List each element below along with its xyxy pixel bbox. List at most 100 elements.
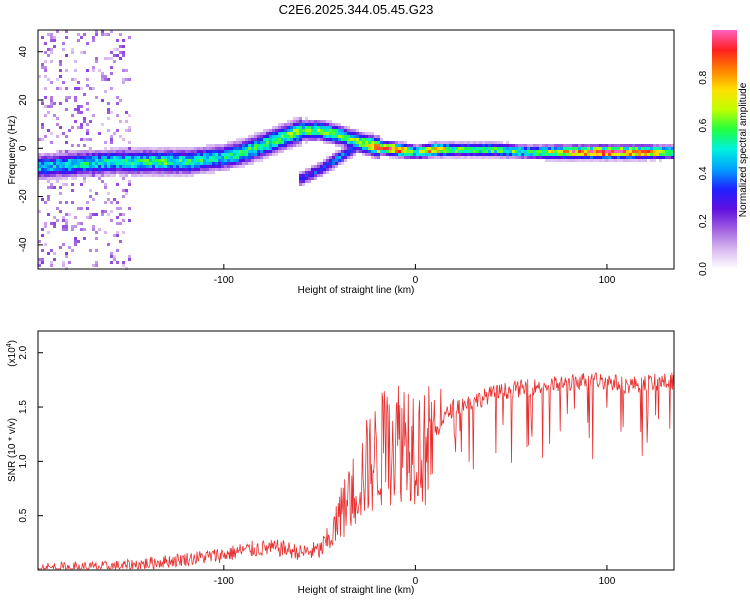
spectrogram-y-tick-label: 20 (18, 94, 29, 106)
heatmap-cell (224, 159, 227, 162)
heatmap-cell (335, 156, 338, 159)
heatmap-cell (326, 129, 329, 132)
heatmap-cell (308, 174, 311, 177)
heatmap-cell (290, 126, 293, 129)
heatmap-cell (671, 144, 674, 147)
heatmap-cell (320, 123, 323, 126)
heatmap-cell (224, 150, 227, 153)
heatmap-cell (41, 228, 44, 231)
heatmap-cell (470, 144, 473, 147)
heatmap-cell (116, 150, 119, 153)
heatmap-cell (218, 156, 221, 159)
heatmap-cell (299, 174, 302, 177)
heatmap-cell (599, 147, 602, 150)
heatmap-cell (71, 126, 74, 129)
heatmap-cell (485, 144, 488, 147)
heatmap-cell (557, 147, 560, 150)
heatmap-cell (281, 123, 284, 126)
heatmap-cell (641, 150, 644, 153)
heatmap-cell (431, 156, 434, 159)
heatmap-cell (248, 156, 251, 159)
heatmap-cell (119, 45, 122, 48)
heatmap-cell (290, 144, 293, 147)
heatmap-cell (83, 228, 86, 231)
heatmap-cell (92, 87, 95, 90)
heatmap-cell (497, 147, 500, 150)
heatmap-cell (266, 135, 269, 138)
heatmap-cell (77, 144, 80, 147)
heatmap-cell (461, 141, 464, 144)
heatmap-cell (38, 153, 41, 156)
heatmap-cell (545, 156, 548, 159)
heatmap-cell (83, 180, 86, 183)
heatmap-cell (164, 165, 167, 168)
heatmap-cell (56, 78, 59, 81)
heatmap-cell (41, 162, 44, 165)
heatmap-cell (122, 162, 125, 165)
heatmap-cell (170, 171, 173, 174)
heatmap-cell (437, 156, 440, 159)
heatmap-cell (98, 171, 101, 174)
heatmap-cell (122, 189, 125, 192)
heatmap-cell (50, 81, 53, 84)
heatmap-cell (368, 150, 371, 153)
heatmap-cell (362, 141, 365, 144)
heatmap-cell (80, 222, 83, 225)
heatmap-cell (305, 141, 308, 144)
heatmap-cell (194, 150, 197, 153)
heatmap-cell (50, 51, 53, 54)
heatmap-cell (83, 144, 86, 147)
heatmap-cell (377, 144, 380, 147)
heatmap-cell (335, 132, 338, 135)
heatmap-cell (614, 150, 617, 153)
heatmap-cell (344, 126, 347, 129)
heatmap-cell (218, 165, 221, 168)
heatmap-cell (95, 264, 98, 267)
heatmap-cell (80, 174, 83, 177)
heatmap-cell (101, 210, 104, 213)
heatmap-cell (101, 33, 104, 36)
heatmap-cell (320, 132, 323, 135)
heatmap-cell (263, 135, 266, 138)
heatmap-cell (359, 144, 362, 147)
heatmap-cell (602, 147, 605, 150)
heatmap-cell (107, 108, 110, 111)
heatmap-cell (365, 135, 368, 138)
heatmap-cell (119, 207, 122, 210)
heatmap-cell (287, 132, 290, 135)
heatmap-cell (548, 159, 551, 162)
heatmap-cell (80, 159, 83, 162)
heatmap-cell (188, 171, 191, 174)
heatmap-cell (224, 156, 227, 159)
heatmap-cell (74, 171, 77, 174)
heatmap-cell (44, 225, 47, 228)
heatmap-cell (350, 144, 353, 147)
heatmap-cell (197, 171, 200, 174)
heatmap-cell (551, 150, 554, 153)
heatmap-cell (587, 153, 590, 156)
heatmap-cell (206, 156, 209, 159)
heatmap-cell (242, 138, 245, 141)
heatmap-cell (326, 171, 329, 174)
heatmap-cell (71, 165, 74, 168)
heatmap-cell (104, 57, 107, 60)
heatmap-cell (539, 153, 542, 156)
heatmap-cell (515, 150, 518, 153)
heatmap-cell (224, 144, 227, 147)
heatmap-cell (515, 156, 518, 159)
heatmap-cell (350, 156, 353, 159)
heatmap-cell (446, 153, 449, 156)
heatmap-cell (305, 132, 308, 135)
heatmap-cell (566, 150, 569, 153)
heatmap-cell (476, 147, 479, 150)
heatmap-cell (62, 156, 65, 159)
heatmap-cell (245, 144, 248, 147)
heatmap-cell (341, 159, 344, 162)
heatmap-cell (617, 159, 620, 162)
heatmap-cell (212, 147, 215, 150)
heatmap-cell (125, 168, 128, 171)
heatmap-cell (83, 33, 86, 36)
heatmap-cell (221, 159, 224, 162)
heatmap-cell (557, 153, 560, 156)
heatmap-cell (557, 150, 560, 153)
